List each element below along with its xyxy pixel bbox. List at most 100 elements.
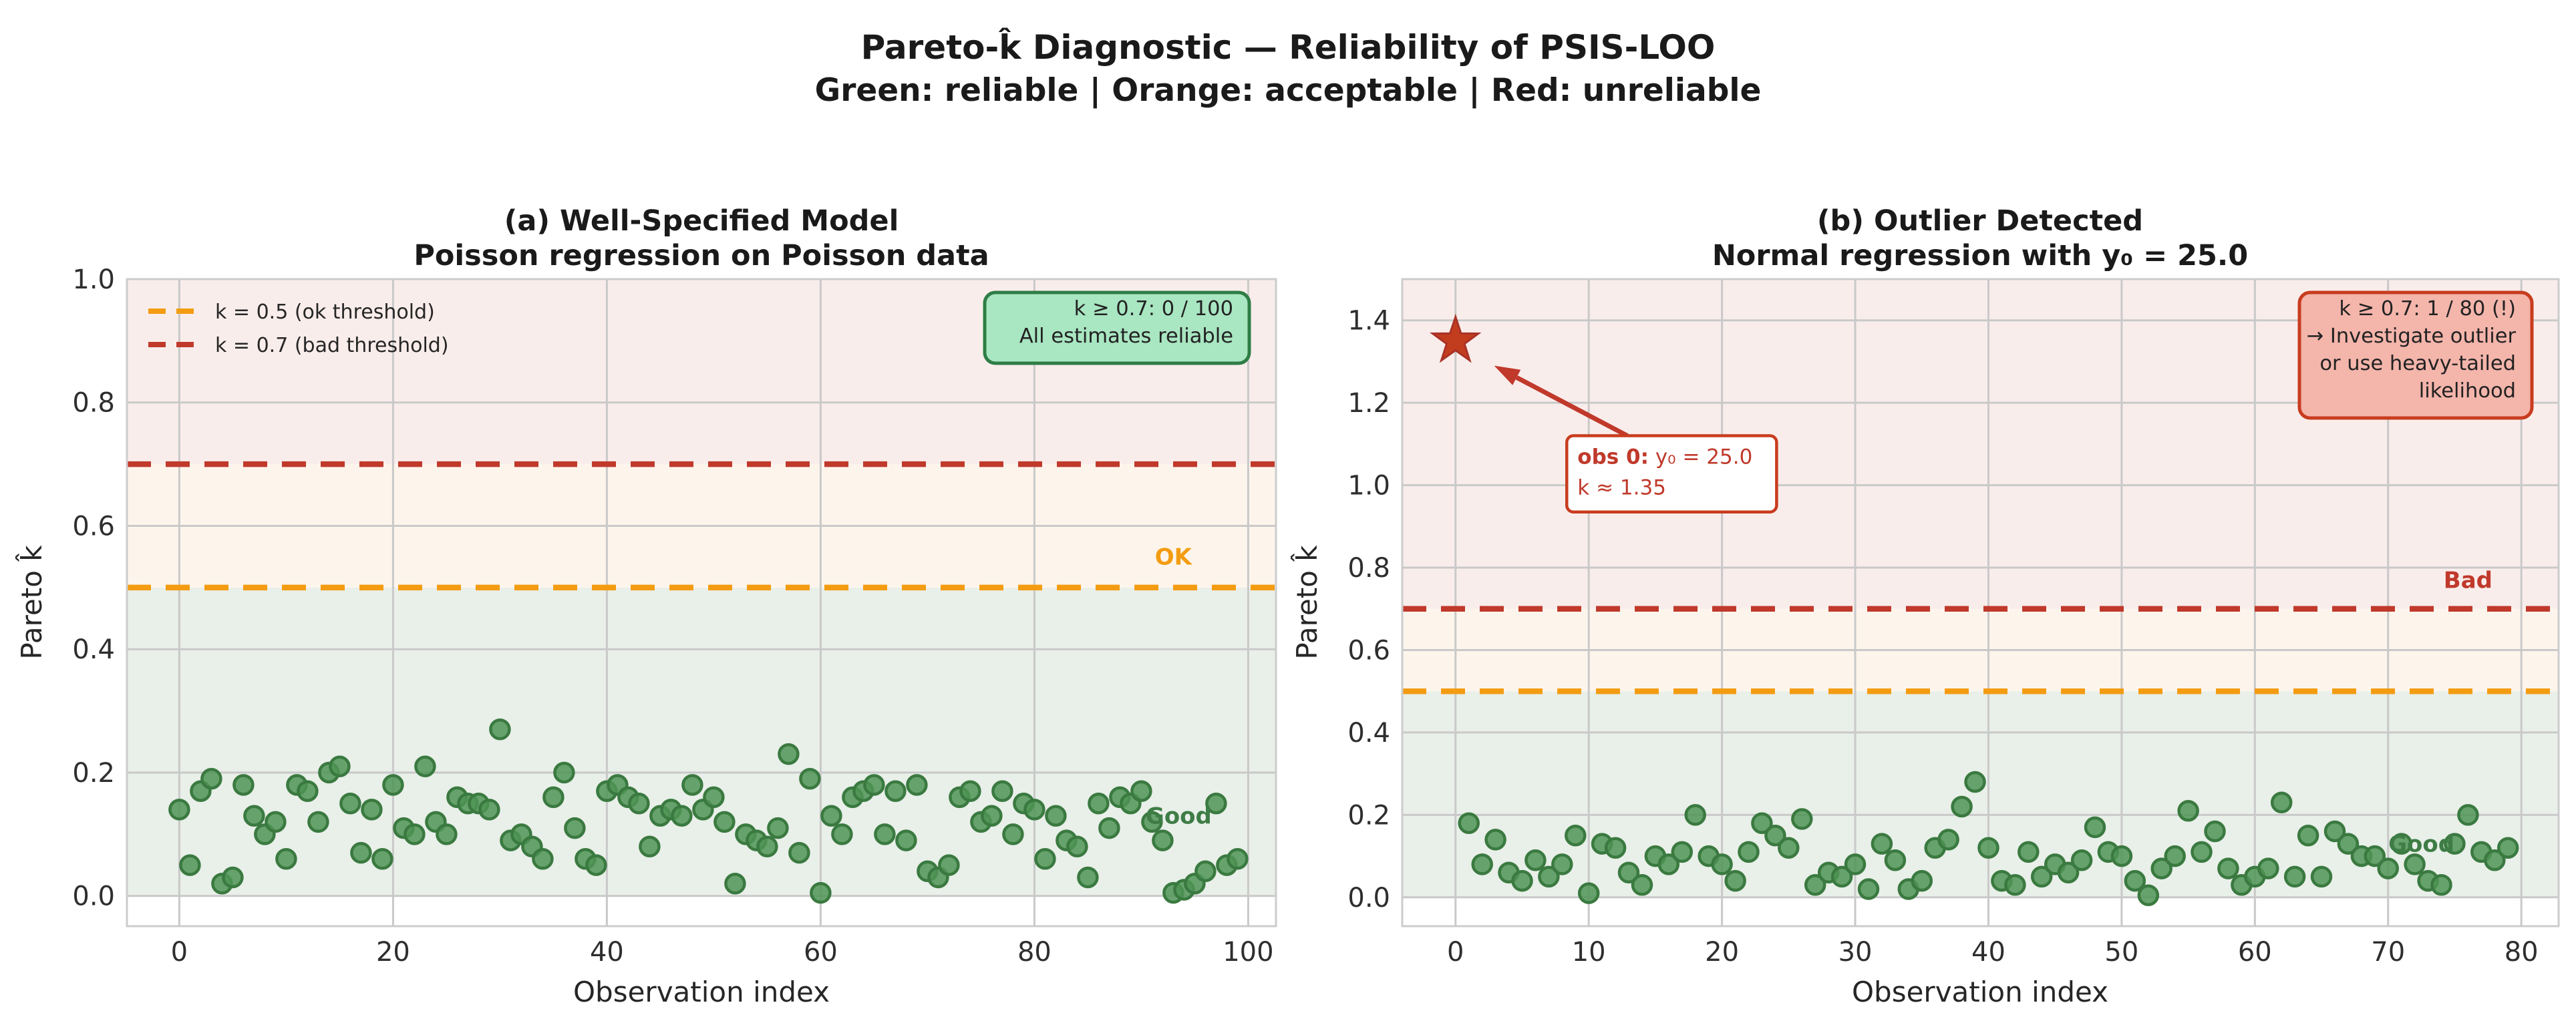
- data-point: [564, 817, 586, 839]
- x-tick-label: 80: [2505, 937, 2539, 968]
- y-tick-label: 0.2: [1347, 800, 1390, 831]
- y-tick-label: 1.0: [72, 264, 115, 295]
- data-point: [1077, 866, 1099, 889]
- data-point: [1023, 799, 1045, 821]
- y-tick-label: 0.4: [1347, 718, 1390, 749]
- data-point: [2283, 865, 2306, 888]
- data-point: [2337, 833, 2360, 855]
- data-point: [1604, 837, 1627, 859]
- data-point: [788, 841, 810, 864]
- data-point: [1066, 835, 1088, 858]
- zone-label-ok: OK: [1155, 544, 1193, 571]
- data-point: [724, 873, 746, 895]
- x-tick-label: 60: [2238, 937, 2272, 968]
- panel-b-title-line2: Normal regression with y₀ = 25.0: [1712, 239, 2248, 272]
- x-tick-label: 40: [1971, 937, 2005, 968]
- data-point: [1977, 837, 1999, 859]
- legend-label: k = 0.5 (ok threshold): [215, 300, 435, 324]
- stats-box-line: All estimates reliable: [1019, 325, 1233, 348]
- data-point: [200, 767, 222, 790]
- annotation-box: [1565, 434, 1778, 514]
- data-point: [703, 786, 725, 809]
- panel-a-yaxis-label: Pareto k̂: [15, 545, 48, 660]
- stats-box: [2297, 290, 2534, 420]
- data-point: [1711, 853, 1733, 875]
- data-point: [1764, 824, 1786, 847]
- data-point: [2257, 857, 2279, 879]
- annotation-line: obs 0: y₀ = 25.0: [1577, 445, 1752, 469]
- data-point: [1034, 848, 1056, 870]
- data-point: [436, 823, 458, 845]
- data-point: [1045, 805, 1067, 827]
- y-tick-label: 0.0: [1347, 883, 1390, 913]
- data-point: [756, 835, 778, 858]
- annotation-arrow-head: [1494, 365, 1521, 385]
- data-point: [1617, 861, 1640, 884]
- data-point: [2191, 841, 2213, 863]
- data-point: [2217, 857, 2239, 879]
- panel-b-yaxis-label: Pareto k̂: [1290, 545, 1323, 660]
- panel-a-title: (a) Well-Specified Model: [504, 204, 899, 238]
- data-point: [1657, 853, 1680, 875]
- data-point: [1141, 811, 1163, 833]
- y-tick-label: 0.8: [1347, 553, 1390, 584]
- data-point: [831, 823, 853, 845]
- y-tick-label: 0.0: [72, 881, 115, 912]
- data-point: [1724, 869, 1746, 892]
- data-point: [1911, 869, 1933, 892]
- stats-box: [983, 290, 1251, 365]
- zone-label-good: Good: [2388, 831, 2454, 858]
- panel-a: 0 20 40 60 80 100 0.0 0.2 0.4 0.6 0.8 1.0 k = 0.5 (o…: [72, 264, 1277, 968]
- data-point: [681, 774, 703, 796]
- data-point: [1565, 824, 1587, 847]
- panel-b: 0 10 20 30 40 50 60 70 80 0.0 0.2 0.4 0.6 0.8 1.0 1.2 1.…: [1347, 278, 2560, 968]
- annotation-rest: y₀ = 25.0: [1649, 445, 1752, 469]
- data-point: [382, 774, 404, 796]
- data-point: [778, 743, 800, 765]
- data-point: [713, 811, 736, 833]
- data-point: [2057, 861, 2080, 884]
- data-point: [2457, 804, 2479, 826]
- data-point: [489, 718, 511, 741]
- x-tick-label: 0: [171, 937, 188, 968]
- data-point: [585, 854, 607, 876]
- data-point: [2377, 857, 2399, 879]
- data-point: [1538, 865, 1560, 888]
- data-point: [339, 792, 361, 815]
- data-point: [329, 755, 351, 778]
- data-point: [1227, 848, 1249, 870]
- x-tick-label: 70: [2371, 937, 2405, 968]
- data-point: [553, 761, 575, 784]
- x-tick-label: 0: [1447, 937, 1464, 968]
- data-point: [243, 805, 265, 827]
- data-point: [2110, 845, 2133, 867]
- data-point: [2030, 865, 2053, 888]
- data-point: [1791, 808, 1813, 830]
- x-tick-label: 20: [1705, 937, 1739, 968]
- data-point: [1937, 829, 1959, 851]
- data-point: [2310, 865, 2333, 888]
- data-point: [2430, 874, 2452, 896]
- y-tick-label: 0.8: [72, 388, 115, 419]
- data-point: [1511, 869, 1533, 892]
- data-point: [1738, 841, 1760, 863]
- data-point: [168, 799, 190, 821]
- panel-a-xaxis-label: Observation index: [573, 976, 830, 1008]
- x-tick-label: 40: [590, 937, 624, 968]
- data-point: [265, 811, 287, 833]
- y-tick-label: 1.0: [1347, 471, 1390, 501]
- x-tick-label: 20: [376, 937, 410, 968]
- data-point: [810, 881, 832, 904]
- data-point: [307, 811, 329, 833]
- panel-b-title: (b) Outlier Detected: [1817, 204, 2143, 238]
- data-point: [2164, 845, 2186, 867]
- y-tick-label: 0.6: [72, 511, 115, 542]
- data-point: [532, 848, 554, 870]
- data-point: [2497, 837, 2519, 859]
- panel-a-title-line2: Poisson regression on Poisson data: [414, 239, 989, 272]
- data-point: [1751, 812, 1773, 834]
- data-point: [1194, 860, 1217, 883]
- data-point: [2084, 816, 2106, 839]
- data-point: [2018, 841, 2040, 863]
- legend-label: k = 0.7 (bad threshold): [215, 334, 449, 357]
